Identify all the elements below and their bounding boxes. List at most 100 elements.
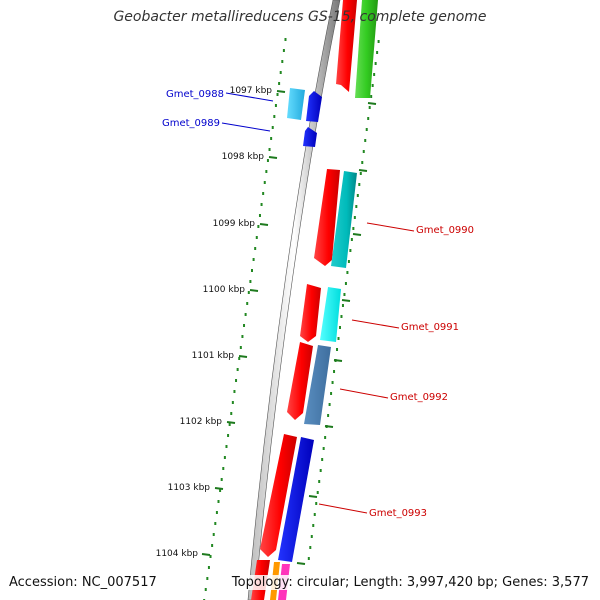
topology-summary: Topology: circular; Length: 3,997,420 bp… — [229, 575, 591, 590]
track-dot — [225, 445, 228, 448]
track-dot — [249, 280, 252, 283]
track-dot — [209, 555, 212, 558]
minor-tick — [358, 169, 368, 172]
track-dot — [263, 181, 266, 184]
track-dot — [260, 203, 263, 206]
kbp-label: 1100 kbp — [203, 285, 246, 295]
major-tick — [238, 355, 248, 358]
track-dot — [241, 335, 244, 338]
major-tick — [268, 156, 278, 159]
callout-line-gmet-0993 — [318, 503, 368, 514]
kbp-label: 1097 kbp — [230, 86, 273, 96]
track-dot — [215, 511, 218, 514]
track-dot — [315, 502, 318, 505]
track-dot — [281, 60, 284, 63]
track-dot — [336, 348, 339, 351]
callout-line-gmet-0991 — [351, 319, 400, 329]
kbp-label: 1102 kbp — [180, 417, 223, 427]
track-dot — [228, 423, 231, 426]
track-dot — [207, 566, 210, 569]
track-dot — [219, 489, 222, 492]
track-dot — [217, 500, 220, 503]
track-dot — [340, 315, 343, 318]
gene-label-gmet-0992: Gmet_0992 — [390, 392, 448, 403]
track-dot — [235, 379, 238, 382]
track-dot — [343, 293, 346, 296]
track-dot — [358, 183, 361, 186]
track-dot — [231, 401, 234, 404]
kbp-label: 1099 kbp — [213, 219, 256, 229]
track-dot — [368, 106, 371, 109]
track-dot — [350, 238, 353, 241]
track-dot — [356, 194, 359, 197]
gene-label-gmet-0988: Gmet_0988 — [166, 89, 224, 100]
minor-tick — [308, 495, 318, 498]
track-dot — [212, 533, 215, 536]
track-dot — [250, 269, 253, 272]
track-dot — [220, 478, 223, 481]
track-dot — [230, 412, 233, 415]
track-dot — [268, 148, 271, 151]
track-dot — [333, 370, 336, 373]
minor-tick — [367, 102, 377, 105]
page-title: Geobacter metallireducens GS-15, complet… — [113, 9, 487, 25]
track-dot — [330, 392, 333, 395]
track-dot — [353, 216, 356, 219]
gene-label-gmet-0991: Gmet_0991 — [401, 322, 459, 333]
track-dot — [321, 458, 324, 461]
kbp-tick-marks — [201, 90, 377, 565]
track-dot — [355, 205, 358, 208]
major-tick — [259, 223, 269, 226]
track-dot — [252, 258, 255, 261]
track-dot — [307, 557, 310, 560]
gene-gmet-0990-red — [314, 169, 340, 266]
track-dot — [349, 249, 352, 252]
track-dot — [352, 227, 355, 230]
track-dot — [362, 150, 365, 153]
gene-gmet-0988 — [287, 88, 305, 120]
track-dot — [276, 93, 279, 96]
track-dot — [313, 513, 316, 516]
track-dot — [365, 128, 368, 131]
track-dot — [347, 260, 350, 263]
track-dot — [377, 40, 380, 43]
track-dot — [310, 535, 313, 538]
gene-gmet-0991-red — [300, 284, 321, 342]
gene-label-gmet-0990: Gmet_0990 — [416, 225, 474, 236]
track-dot — [262, 192, 265, 195]
track-dot — [211, 544, 214, 547]
track-dot — [206, 577, 209, 580]
genome-backbone — [247, 0, 341, 600]
major-tick — [201, 553, 211, 556]
track-dot — [324, 436, 327, 439]
track-dot — [273, 115, 276, 118]
track-dot — [243, 324, 246, 327]
gene-gmet-0993-red — [260, 434, 297, 557]
track-dot — [373, 73, 376, 76]
track-dot — [279, 71, 282, 74]
major-tick — [226, 421, 236, 424]
gene-gmet-0989-b — [303, 127, 317, 147]
track-dot — [222, 467, 225, 470]
track-dot — [316, 491, 319, 494]
track-dot — [344, 282, 347, 285]
track-dot — [371, 84, 374, 87]
track-dot — [247, 291, 250, 294]
minor-tick — [341, 299, 351, 302]
gene-label-gmet-0993: Gmet_0993 — [369, 508, 427, 519]
track-dot — [337, 337, 340, 340]
track-dot — [364, 139, 367, 142]
callout-line-gmet-0992 — [339, 388, 389, 399]
track-dot — [318, 480, 321, 483]
track-dot — [309, 546, 312, 549]
track-dot — [312, 524, 315, 527]
track-dot — [214, 522, 217, 525]
accession-label: Accession: NC_007517 — [7, 575, 159, 590]
track-dot — [284, 38, 287, 41]
track-dot — [359, 172, 362, 175]
track-dot — [236, 368, 239, 371]
track-dot — [246, 302, 249, 305]
kbp-label: 1104 kbp — [156, 549, 199, 559]
gene-feature-top-red — [336, 0, 357, 92]
